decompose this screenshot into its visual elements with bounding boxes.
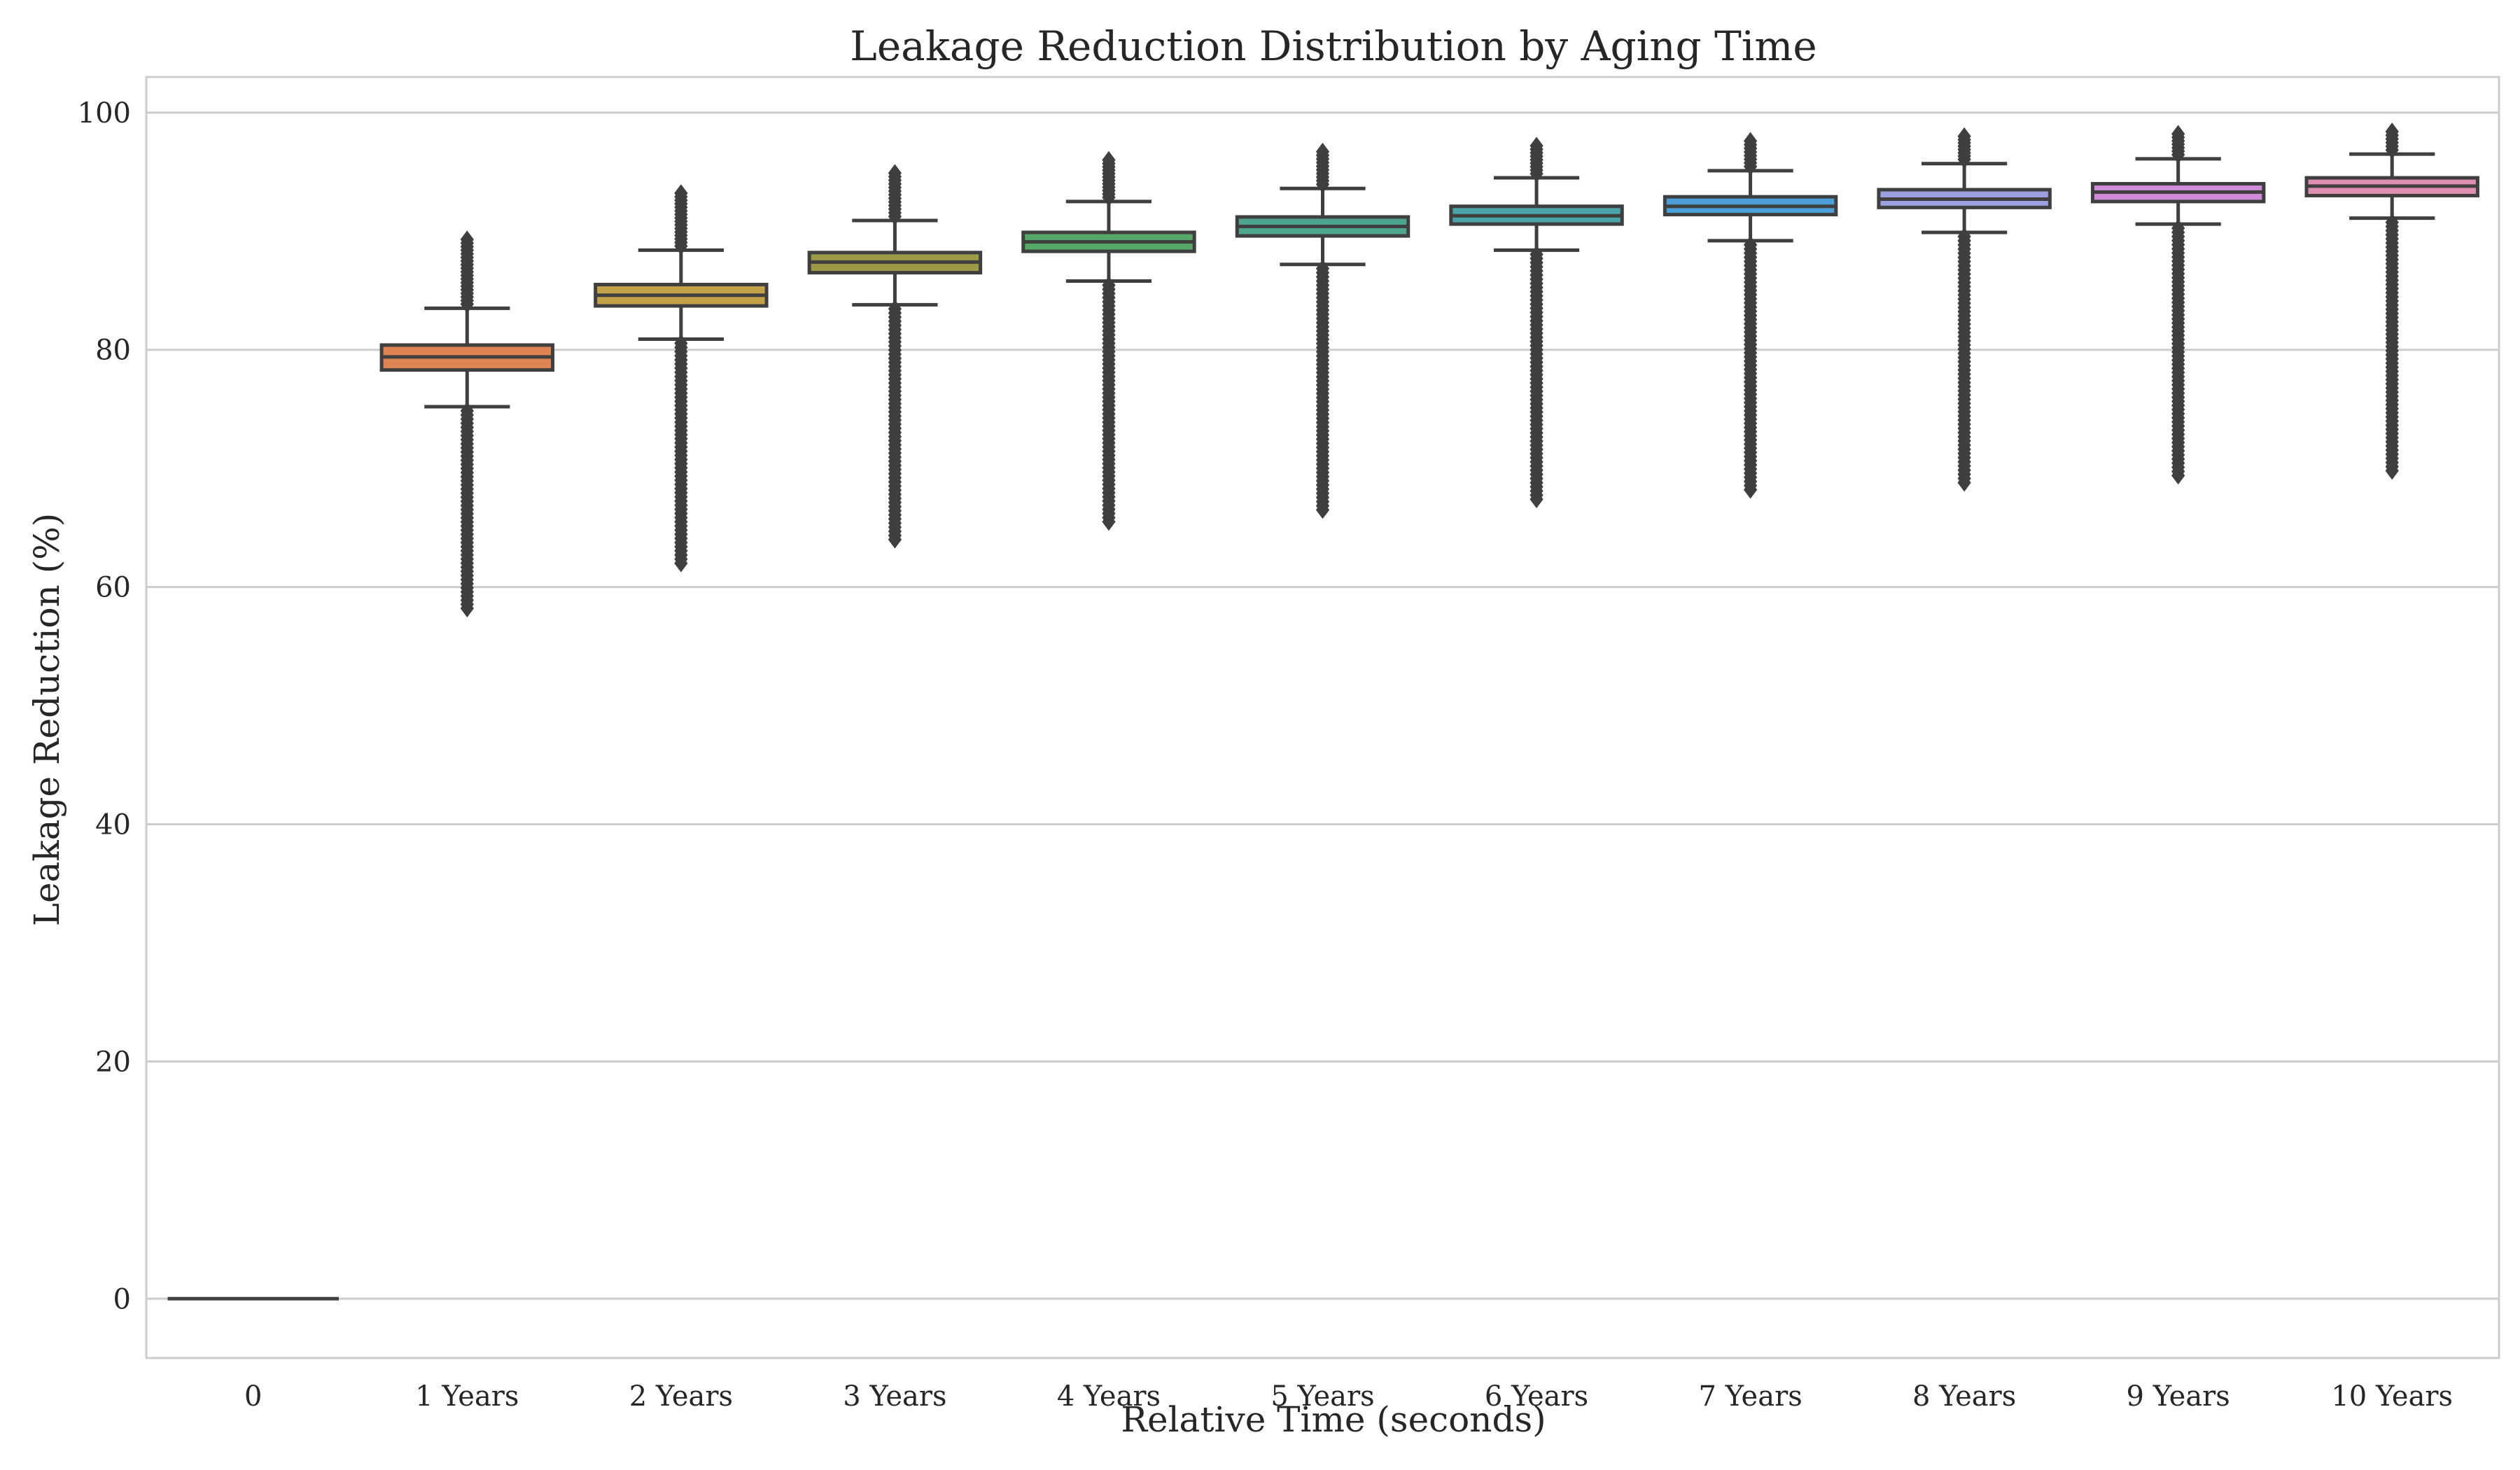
- box-2-fliers-high: [674, 184, 688, 255]
- x-tick-label-10: 10 Years: [2331, 1380, 2453, 1413]
- box-7: [1662, 132, 1838, 499]
- chart-title: Leakage Reduction Distribution by Aging …: [850, 22, 1816, 70]
- x-tick-label-3: 3 Years: [843, 1380, 946, 1413]
- box-5-fliers-low: [1315, 259, 1330, 519]
- x-axis-ticks: 0 1 Years 2 Years 3 Years 4 Years 5 Years 6 Ye…: [244, 1380, 2453, 1413]
- x-tick-label-4: 4 Years: [1057, 1380, 1161, 1413]
- y-tick-label-60: 60: [95, 572, 131, 604]
- box-1-fliers-high: [460, 230, 474, 314]
- x-tick-label-9: 9 Years: [2127, 1380, 2230, 1413]
- x-tick-label-2: 2 Years: [629, 1380, 733, 1413]
- x-tick-label-0: 0: [244, 1380, 262, 1413]
- box-1-fliers-low: [460, 402, 474, 617]
- box-10-fliers-low: [2385, 213, 2399, 480]
- y-tick-label-40: 40: [95, 809, 131, 841]
- y-tick-label-80: 80: [95, 335, 131, 367]
- box-3-fliers-high: [888, 164, 902, 225]
- y-tick-label-100: 100: [78, 97, 131, 130]
- x-tick-label-5: 5 Years: [1270, 1380, 1374, 1413]
- box-3-fliers-low: [888, 300, 902, 549]
- y-tick-label-20: 20: [95, 1046, 131, 1078]
- box-6-fliers-high: [1530, 136, 1544, 183]
- boxes: [167, 122, 2479, 1301]
- box-7-fliers-high: [1743, 132, 1758, 176]
- plot-frame: [145, 76, 2500, 1359]
- y-axis-ticks: 0 20 40 60 80 100: [78, 97, 131, 1315]
- x-tick-label-8: 8 Years: [1912, 1380, 2016, 1413]
- box-9-fliers-high: [2171, 125, 2185, 164]
- box-4-fliers-low: [1102, 276, 1116, 531]
- box-5: [1235, 142, 1410, 519]
- y-tick-label-0: 0: [113, 1283, 131, 1315]
- box-10: [2304, 122, 2479, 480]
- x-tick-label-1: 1 Years: [415, 1380, 519, 1413]
- y-axis-label: Leakage Reduction (%): [27, 513, 67, 926]
- box-9: [2090, 125, 2266, 485]
- box-8: [1877, 127, 2052, 492]
- box-7-fliers-low: [1743, 235, 1758, 499]
- box-1: [379, 230, 555, 617]
- box-4-fliers-high: [1102, 150, 1116, 206]
- box-6: [1449, 136, 1624, 509]
- x-tick-label-7: 7 Years: [1698, 1380, 1802, 1413]
- x-tick-label-6: 6 Years: [1485, 1380, 1588, 1413]
- box-6-fliers-low: [1530, 245, 1544, 509]
- box-5-fliers-high: [1315, 142, 1330, 194]
- box-2: [594, 184, 769, 573]
- box-9-fliers-low: [2171, 219, 2185, 485]
- box-3: [807, 164, 983, 549]
- x-axis-label: Relative Time (seconds): [1121, 1399, 1546, 1440]
- box-2-fliers-low: [674, 334, 688, 573]
- box-8-fliers-low: [1957, 227, 1971, 492]
- box-4: [1021, 150, 1196, 531]
